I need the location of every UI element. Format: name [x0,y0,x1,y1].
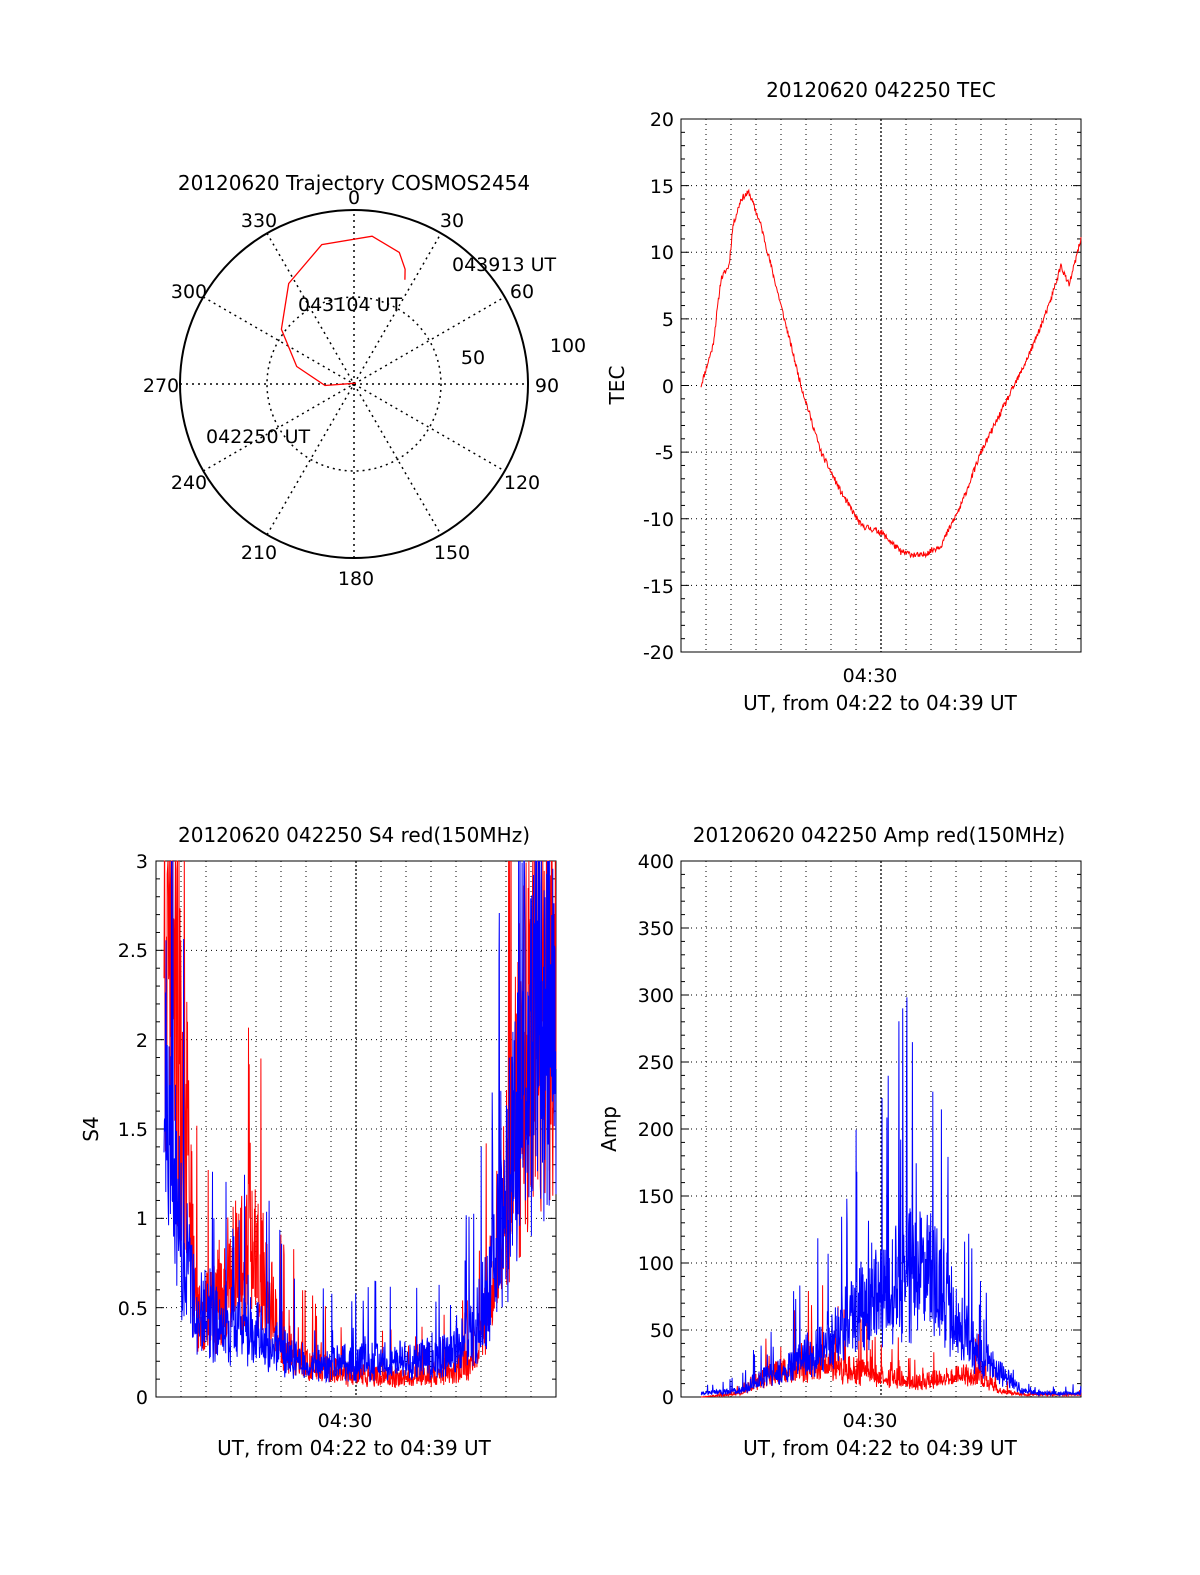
s4-y-ticks: 3 2.5 2 1.5 1 0.5 0 [118,851,148,1409]
s4-series-group [163,860,557,1388]
azimuth-label-30: 30 [440,210,464,232]
azimuth-label-90: 90 [535,375,559,397]
tec-title: 20120620 042250 TEC [766,78,996,102]
azimuth-label-300: 300 [171,281,207,303]
tec-ytick-label: 0 [662,376,674,398]
amp-ytick-label: 50 [650,1320,674,1342]
amp-y-ticks: 400 350 300 250 200 150 100 50 0 [638,851,674,1409]
s4-ytick-label: 1.5 [118,1119,148,1141]
tec-grid [681,118,1081,653]
azimuth-label-180: 180 [338,568,374,590]
tec-ytick-label: -10 [643,509,674,531]
tec-ytick-label: -15 [643,576,674,598]
tec-ytick-label: -20 [643,642,674,664]
amp-ytick-label: 350 [638,918,674,940]
radius-label-100: 100 [550,335,586,357]
tec-y-ticks: 20 15 10 5 0 -5 -10 -15 -20 [643,109,674,664]
trajectory-start-label: 042250 UT [206,426,310,448]
azimuth-label-330: 330 [241,210,277,232]
tec-ytick-label: 20 [650,109,674,131]
amp-xtick-label: 04:30 [843,1410,898,1432]
amp-series-group [700,997,1082,1398]
tec-xtick-label: 04:30 [843,665,898,687]
s4-ytick-label: 1 [136,1208,148,1230]
s4-panel: 20120620 042250 S4 red(150MHz) 3 2.5 2 1… [79,823,557,1460]
azimuth-label-0: 0 [348,187,360,209]
amp-ytick-label: 400 [638,851,674,873]
trajectory-end-label: 043913 UT [452,254,556,276]
tec-ytick-label: 15 [650,176,674,198]
amp-ytick-label: 0 [662,1387,674,1409]
amp-ylabel: Amp [597,1106,621,1152]
azimuth-label-270: 270 [143,375,179,397]
trajectory-series [280,235,406,387]
azimuth-label-60: 60 [510,281,534,303]
s4-ytick-label: 2.5 [118,940,148,962]
amp-ytick-label: 150 [638,1186,674,1208]
tec-series-group [700,188,1082,559]
s4-xlabel: UT, from 04:22 to 04:39 UT [217,1436,492,1460]
amp-ytick-label: 250 [638,1052,674,1074]
tec-ytick-label: -5 [655,442,674,464]
trajectory-mid-label: 043104 UT [298,294,402,316]
amp-xlabel: UT, from 04:22 to 04:39 UT [743,1436,1018,1460]
blue-series-line [700,997,1082,1398]
tec-ytick-label: 10 [650,242,674,264]
azimuth-label-120: 120 [504,472,540,494]
tec-ytick-label: 5 [662,309,674,331]
trajectory-title: 20120620 Trajectory COSMOS2454 [178,171,530,195]
red-series-line [701,1285,1082,1398]
tec-ylabel: TEC [605,366,629,406]
azimuth-label-210: 210 [241,542,277,564]
amp-title: 20120620 042250 Amp red(150MHz) [693,823,1065,847]
amp-ytick-label: 300 [638,985,674,1007]
s4-title: 20120620 042250 S4 red(150MHz) [178,823,530,847]
amp-panel: 20120620 042250 Amp red(150MHz) 400 350 … [597,823,1082,1460]
amp-ytick-label: 100 [638,1253,674,1275]
tec-panel: 20120620 042250 TEC 20 15 10 5 0 -5 -10 … [605,78,1082,715]
s4-ytick-label: 3 [136,851,148,873]
amp-ytick-label: 200 [638,1119,674,1141]
blue-series-line [163,860,557,1384]
trajectory-panel: 20120620 Trajectory COSMOS2454 0 30 60 9… [143,171,586,590]
azimuth-label-240: 240 [171,472,207,494]
radius-label-50: 50 [461,347,485,369]
s4-ytick-label: 2 [136,1030,148,1052]
azimuth-label-150: 150 [434,542,470,564]
s4-xtick-label: 04:30 [318,1410,373,1432]
s4-ytick-label: 0.5 [118,1298,148,1320]
red-series-line [700,188,1082,559]
s4-ylabel: S4 [79,1116,103,1141]
s4-ytick-label: 0 [136,1387,148,1409]
tec-xlabel: UT, from 04:22 to 04:39 UT [743,691,1018,715]
polar-elevation-circle [266,296,442,472]
